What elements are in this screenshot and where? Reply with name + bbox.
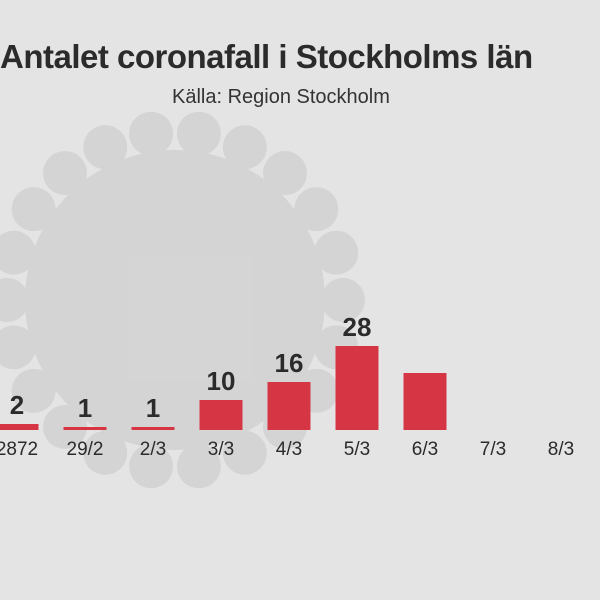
bar-29/2: [63, 427, 107, 430]
tick-label-4/3: 4/3: [276, 439, 302, 460]
tick-label-3/3: 3/3: [208, 439, 234, 460]
chart-subtitle: Källa: Region Stockholm: [172, 86, 390, 108]
tick-label-2/3: 2/3: [140, 439, 166, 460]
bar-3/3: [199, 400, 243, 430]
tick-label-2872: 2872: [0, 439, 38, 460]
value-label-29/2: 1: [78, 393, 92, 423]
bar-2872: [0, 424, 39, 430]
value-label-3/3: 10: [207, 366, 236, 396]
bar-4/3: [267, 382, 311, 430]
tick-label-6/3: 6/3: [412, 439, 438, 460]
chart-title: Antalet coronafall i Stockholms län: [0, 38, 533, 75]
value-label-2/3: 1: [146, 393, 160, 423]
tick-label-5/3: 5/3: [344, 439, 370, 460]
value-label-5/3: 28: [343, 312, 372, 342]
value-label-2872: 2: [10, 390, 24, 420]
value-label-4/3: 16: [275, 348, 304, 378]
bar-2/3: [131, 427, 175, 430]
tick-label-8/3: 8/3: [548, 439, 574, 460]
bar-6/3: [403, 373, 447, 430]
bar-5/3: [335, 346, 379, 430]
tick-label-29/2: 29/2: [67, 439, 104, 460]
tick-label-7/3: 7/3: [480, 439, 506, 460]
